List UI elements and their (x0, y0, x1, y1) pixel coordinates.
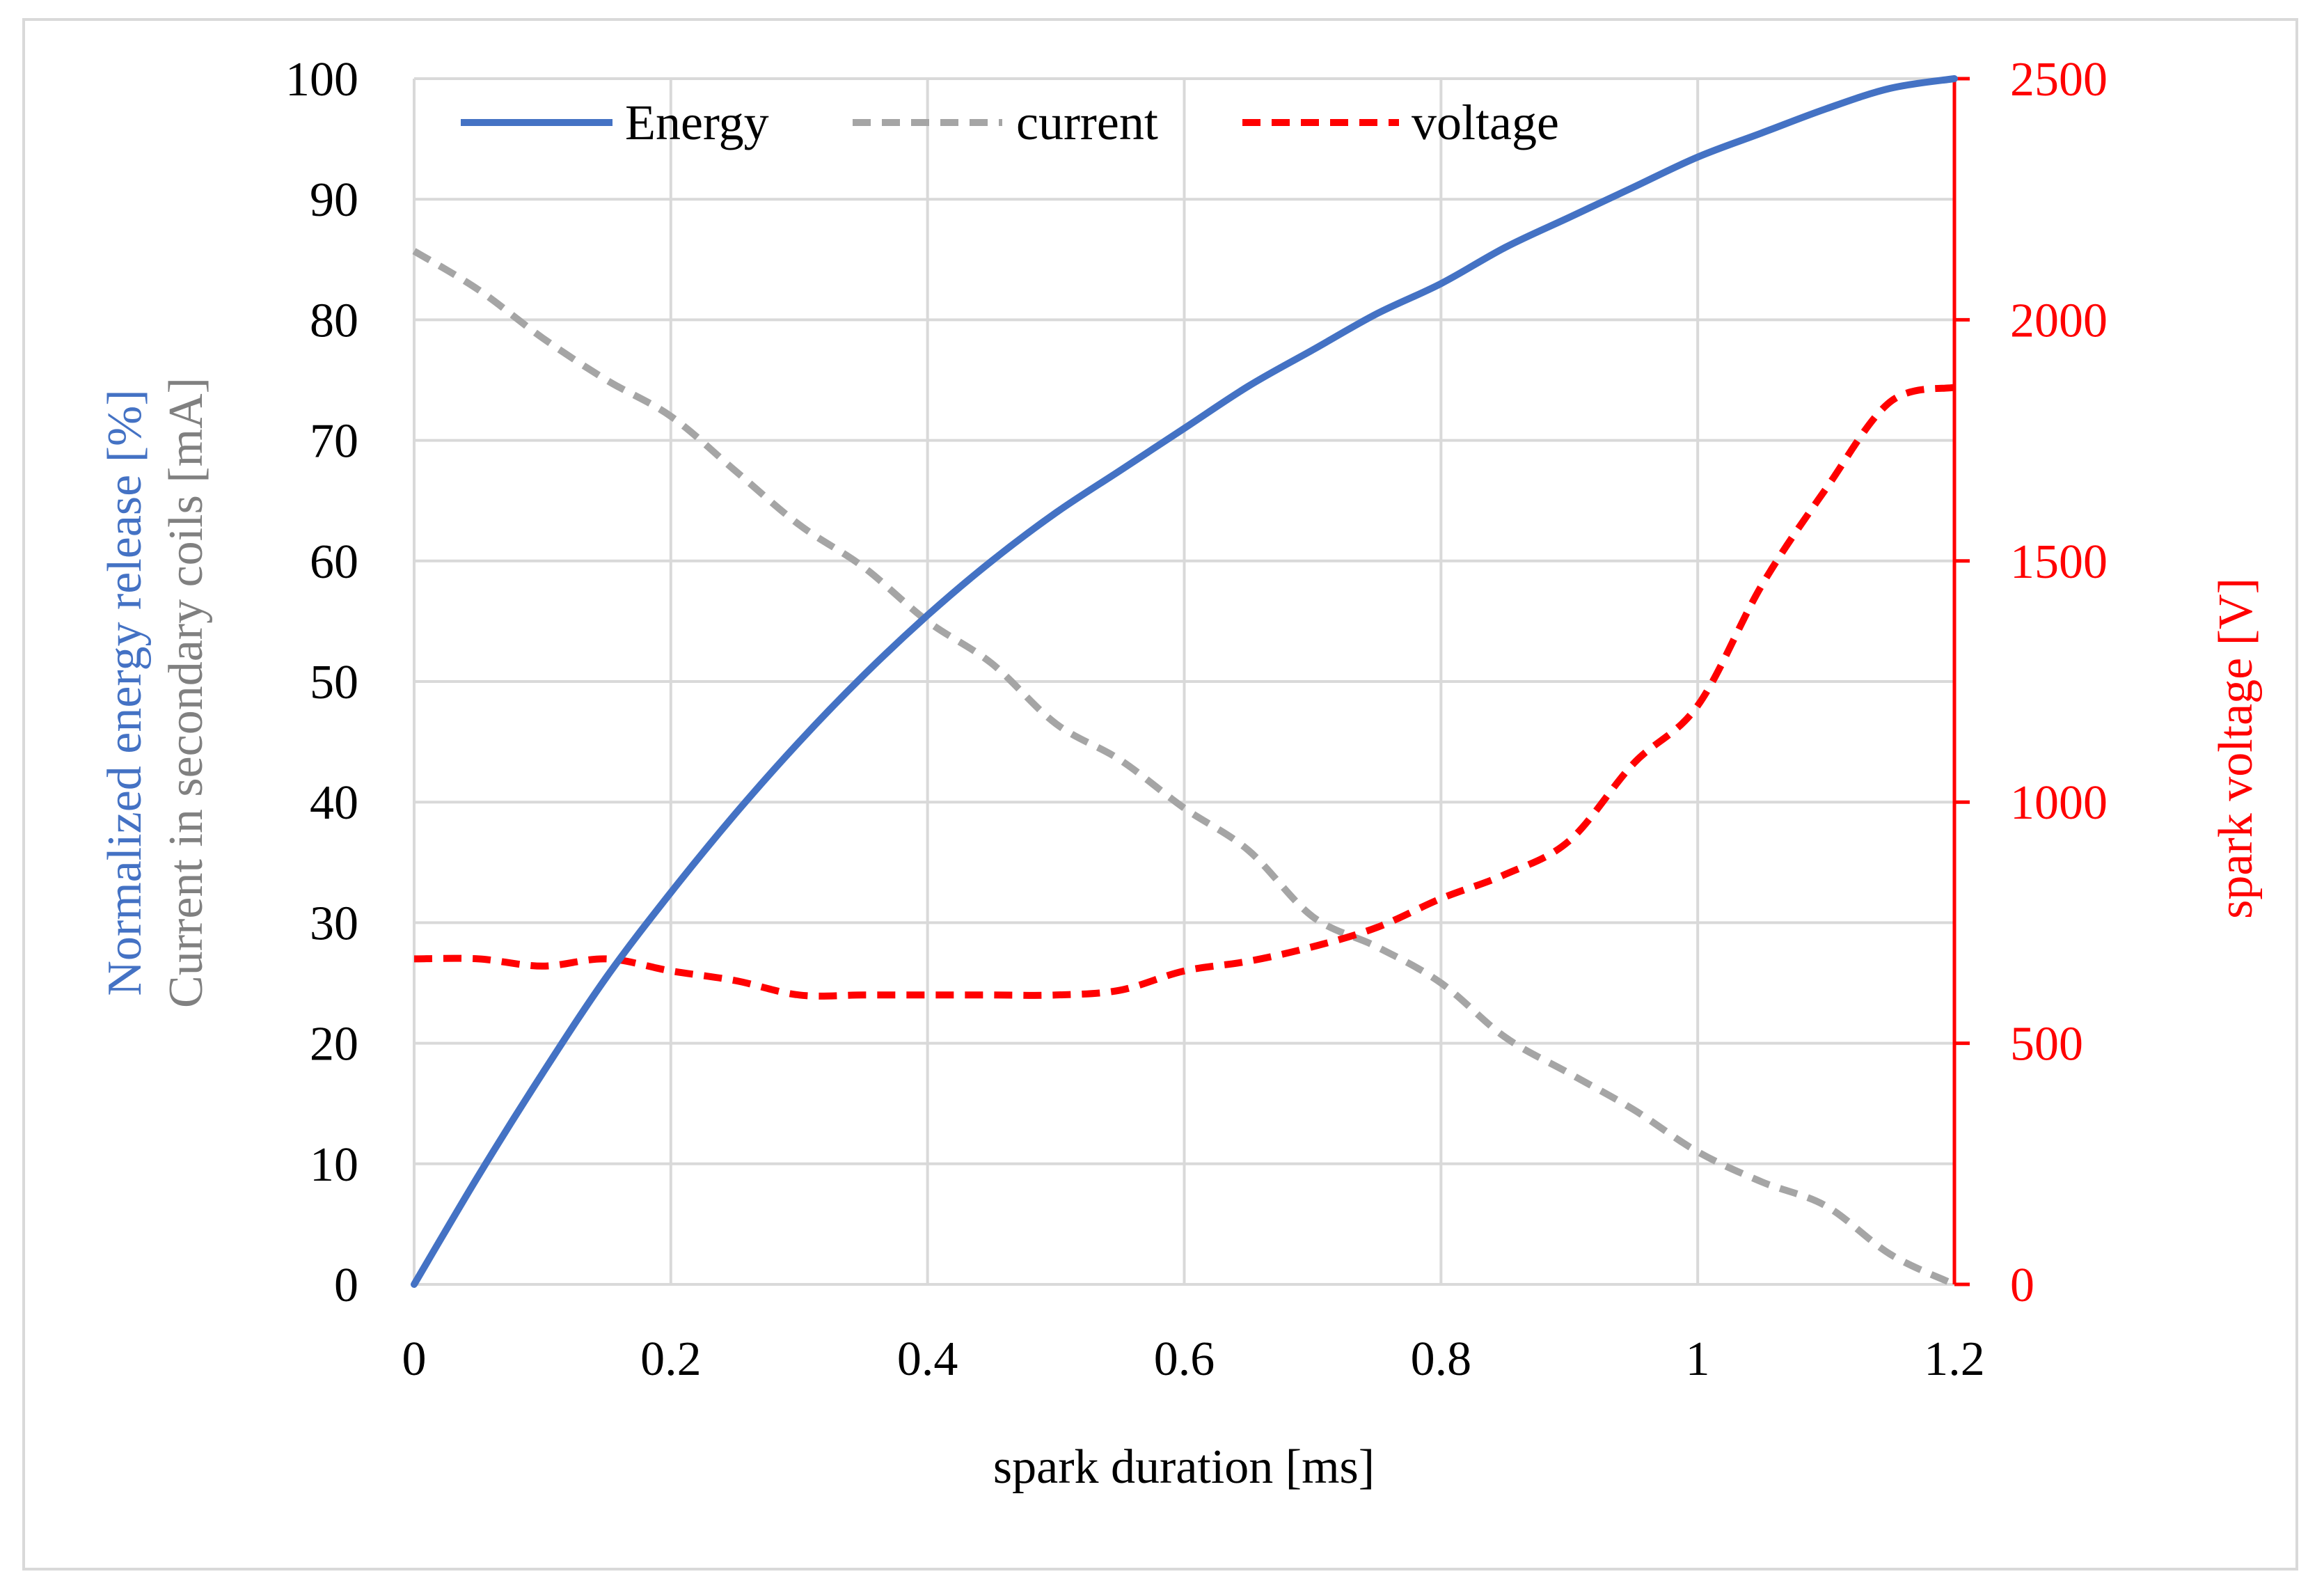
series-lines (411, 75, 1958, 1288)
y-left-tick-label: 90 (310, 173, 358, 227)
y-left-tick-label: 0 (334, 1259, 358, 1312)
legend-energy-label: Energy (625, 95, 769, 150)
series-line-voltage (413, 384, 1956, 1000)
x-tick-label: 0.2 (640, 1332, 702, 1386)
y-left-tick-label: 20 (310, 1018, 358, 1071)
x-tick-label: 0.8 (1411, 1332, 1472, 1386)
y-left-label-energy: Normalized energy release [%] (98, 389, 152, 995)
x-tick-label: 0 (402, 1332, 427, 1386)
y-right-tick-label: 2500 (2010, 53, 2108, 107)
series-line-energy (411, 75, 1958, 1288)
y-left-tick-label: 70 (310, 415, 358, 469)
axes (1952, 77, 1970, 1286)
x-tick-label: 1 (1686, 1332, 1710, 1386)
y-left-label-current: Current in secondary coils [mA] (159, 377, 213, 1008)
y-right-label: spark voltage [V] (2209, 578, 2263, 919)
y-left-tick-label: 100 (285, 53, 358, 107)
chart-frame (22, 18, 2298, 1571)
series-line-current (412, 248, 1957, 1288)
legend: Energy current voltage (461, 95, 1559, 150)
x-axis-label: spark duration [ms] (993, 1440, 1375, 1494)
gridlines (413, 77, 1956, 1286)
x-tick-label: 1.2 (1924, 1332, 1985, 1386)
y-right-tick-label: 500 (2010, 1018, 2083, 1071)
y-right-tick-label: 2000 (2010, 294, 2108, 347)
y-right-tick-label: 1000 (2010, 776, 2108, 830)
x-tick-label: 0.6 (1154, 1332, 1215, 1386)
legend-current-label: current (1016, 95, 1158, 150)
x-tick-label: 0.4 (897, 1332, 958, 1386)
y-left-tick-label: 50 (310, 656, 358, 709)
y-left-tick-label: 60 (310, 535, 358, 589)
legend-voltage-label: voltage (1412, 95, 1559, 150)
y-left-tick-label: 30 (310, 897, 358, 950)
y-right-tick-label: 1500 (2010, 535, 2108, 589)
y-left-tick-label: 10 (310, 1138, 358, 1192)
y-left-tick-label: 40 (310, 776, 358, 830)
y-left-tick-label: 80 (310, 294, 358, 347)
y-right-tick-label: 0 (2010, 1259, 2034, 1312)
